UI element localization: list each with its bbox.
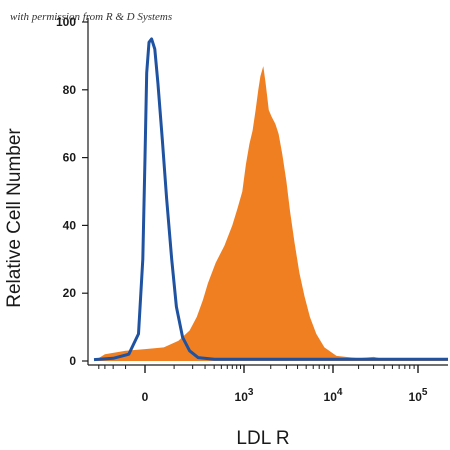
- y-tick-label: 60: [63, 151, 77, 165]
- x-axis-title: LDL R: [236, 428, 289, 449]
- y-tick-label: 100: [56, 15, 76, 29]
- y-tick-label: 0: [69, 354, 76, 368]
- filled-histogram-series: [94, 66, 448, 361]
- x-tick-label: 105: [409, 387, 428, 404]
- watermark-text: with permission from R & D Systems: [10, 11, 172, 23]
- y-tick-label: 40: [63, 218, 77, 232]
- y-tick-label: 20: [63, 286, 77, 300]
- y-axis-title: Relative Cell Number: [4, 128, 25, 308]
- x-tick-label: 103: [235, 387, 254, 404]
- x-tick-label: 104: [324, 387, 343, 404]
- y-tick-label: 80: [63, 83, 77, 97]
- x-tick-label: 0: [142, 390, 149, 404]
- outline-histogram-series: [93, 37, 448, 362]
